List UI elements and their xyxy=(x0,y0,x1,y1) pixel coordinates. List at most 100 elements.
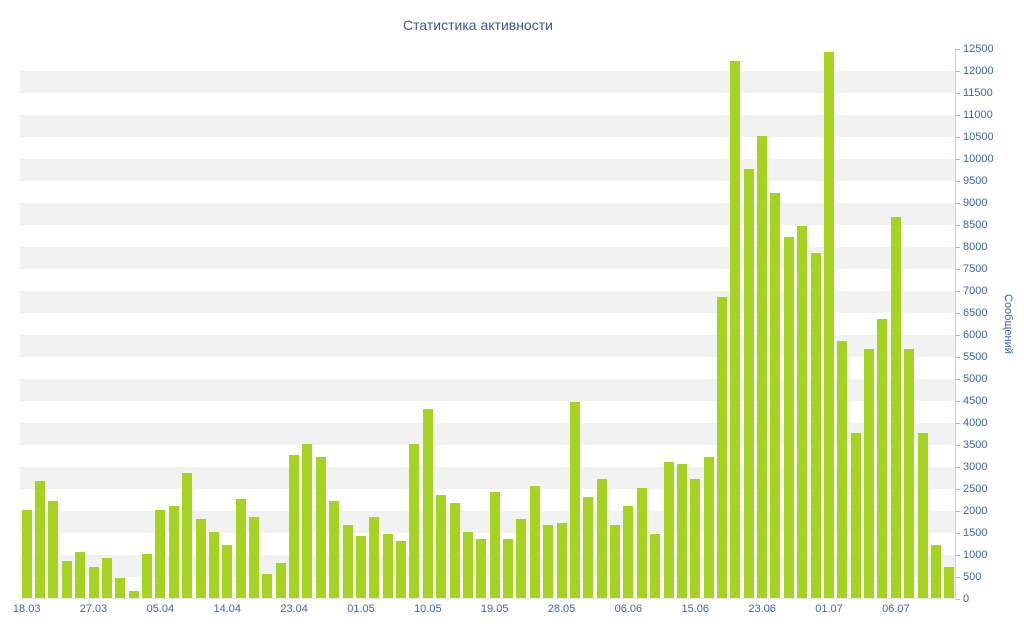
y-tick-mark xyxy=(956,49,960,50)
bar xyxy=(289,455,300,598)
y-tick-mark xyxy=(956,115,960,116)
bar xyxy=(757,136,768,598)
bar xyxy=(556,523,567,598)
y-tick-label: 4000 xyxy=(963,417,988,429)
bar xyxy=(569,402,580,598)
y-tick-label: 2500 xyxy=(963,483,988,495)
y-tick-mark xyxy=(956,423,960,424)
bar xyxy=(944,567,955,598)
y-tick-label: 10000 xyxy=(963,153,994,165)
y-tick-mark xyxy=(956,357,960,358)
x-tick-label: 18.03 xyxy=(12,603,41,615)
bar xyxy=(516,518,527,598)
y-tick-label: 8000 xyxy=(963,241,988,253)
bar xyxy=(128,591,139,598)
x-tick-label: 23.06 xyxy=(748,603,776,615)
bar xyxy=(543,525,554,598)
y-tick-mark xyxy=(956,401,960,402)
bar xyxy=(823,52,834,598)
x-tick-label: 23.04 xyxy=(280,603,308,615)
y-tick-label: 12500 xyxy=(963,43,994,55)
bar xyxy=(850,433,861,598)
bar xyxy=(275,562,286,598)
bar xyxy=(208,532,219,598)
bar xyxy=(88,567,99,598)
x-tick-label: 01.05 xyxy=(347,603,375,615)
bar xyxy=(810,252,821,598)
bar xyxy=(783,237,794,598)
y-tick-mark xyxy=(956,71,960,72)
chart-title: Статистика активности xyxy=(403,17,553,33)
y-tick-mark xyxy=(956,555,960,556)
y-tick-label: 0 xyxy=(963,593,970,605)
bar xyxy=(168,505,179,598)
bar xyxy=(48,501,59,598)
bar xyxy=(369,516,380,598)
y-tick-mark xyxy=(956,181,960,182)
y-tick-mark xyxy=(956,159,960,160)
y-axis-title: Сообщений xyxy=(1002,294,1014,354)
bar xyxy=(636,488,647,598)
x-tick-label: 06.07 xyxy=(882,603,910,615)
bar xyxy=(529,485,540,598)
x-tick-label: 28.05 xyxy=(547,603,576,615)
bar xyxy=(917,433,928,598)
y-tick-label: 10500 xyxy=(963,131,994,143)
y-tick-label: 3000 xyxy=(963,461,988,473)
bar xyxy=(422,408,433,598)
y-tick-mark xyxy=(956,291,960,292)
bar xyxy=(877,318,888,598)
bar xyxy=(382,534,393,598)
bar xyxy=(462,532,473,598)
bar xyxy=(396,540,407,598)
y-tick-label: 3500 xyxy=(963,439,988,451)
y-tick-mark xyxy=(956,335,960,336)
x-tick-label: 10.05 xyxy=(414,603,442,615)
y-tick-label: 1000 xyxy=(963,549,988,561)
y-tick-mark xyxy=(956,137,960,138)
x-tick-label: 15.06 xyxy=(681,603,710,615)
bar xyxy=(142,554,153,598)
bar xyxy=(21,510,32,598)
bar xyxy=(797,226,808,598)
y-tick-label: 7500 xyxy=(963,263,988,275)
bar xyxy=(355,536,366,598)
y-tick-label: 11500 xyxy=(963,87,993,99)
y-tick-label: 6000 xyxy=(963,329,988,341)
bar xyxy=(342,525,353,598)
bar xyxy=(35,481,46,598)
bar xyxy=(676,463,687,598)
bar xyxy=(663,461,674,598)
bar xyxy=(717,296,727,598)
bar xyxy=(690,479,701,598)
y-tick-mark xyxy=(956,445,960,446)
bar xyxy=(623,505,634,598)
x-tick-label: 27.03 xyxy=(79,603,108,615)
bar xyxy=(235,499,246,598)
bar xyxy=(476,538,487,598)
y-tick-mark xyxy=(956,379,960,380)
bar xyxy=(730,61,741,598)
bar xyxy=(610,525,621,598)
bar xyxy=(101,558,112,598)
y-tick-mark xyxy=(956,467,960,468)
bar xyxy=(115,578,126,598)
y-tick-label: 2000 xyxy=(963,505,988,517)
y-tick-mark xyxy=(956,93,960,94)
y-tick-label: 8500 xyxy=(963,219,988,231)
bar xyxy=(302,444,313,598)
x-tick-label: 14.04 xyxy=(213,603,242,615)
bar xyxy=(315,457,326,598)
bar xyxy=(770,193,781,598)
bar xyxy=(596,479,607,598)
bar xyxy=(436,494,447,598)
bar xyxy=(930,545,941,598)
x-tick-label: 06.06 xyxy=(614,603,643,615)
bar xyxy=(329,501,340,598)
x-tick-label: 05.04 xyxy=(146,603,175,615)
y-tick-label: 5000 xyxy=(963,373,988,385)
y-tick-mark xyxy=(956,247,960,248)
bar xyxy=(703,457,714,598)
x-tick-label: 19.05 xyxy=(480,603,509,615)
